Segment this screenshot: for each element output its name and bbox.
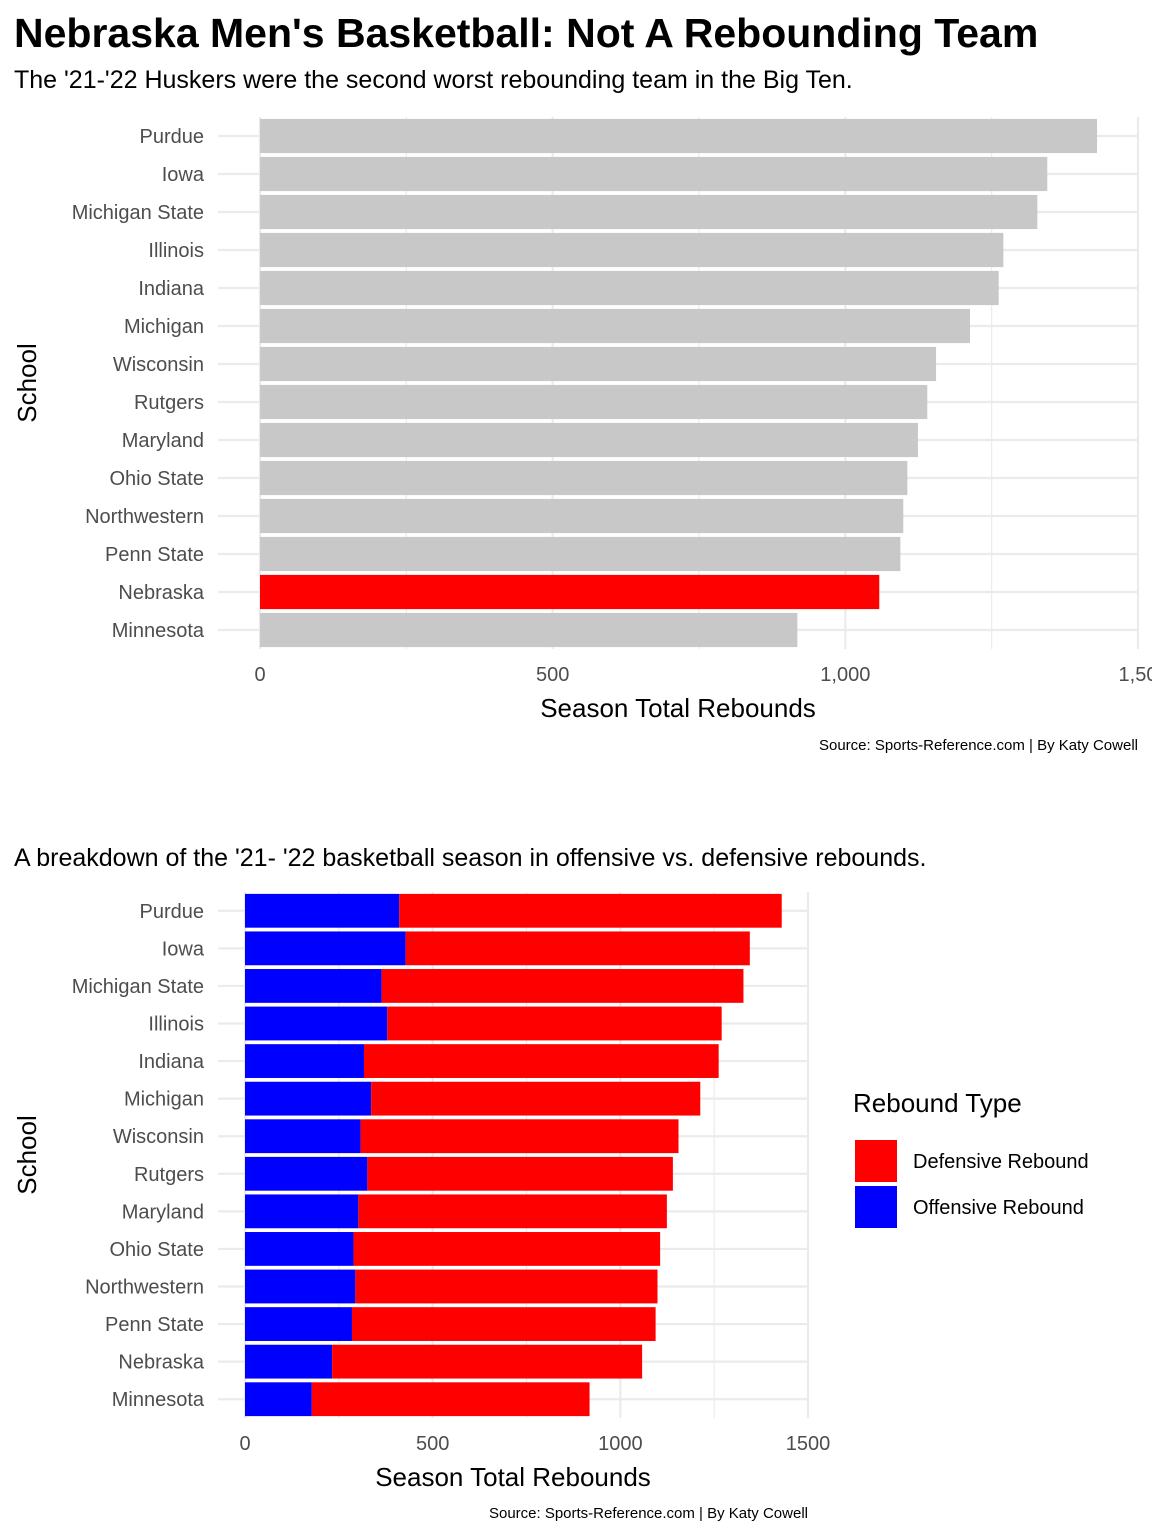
- bar-illinois-offensive-rebound: [245, 1006, 388, 1041]
- legend-label-offensive-rebound: Offensive Rebound: [913, 1197, 1084, 1219]
- y-tick-label-nebraska: Nebraska: [118, 582, 204, 604]
- y-tick-label-iowa: Iowa: [162, 164, 205, 186]
- bar-rutgers-defensive-rebound: [367, 1156, 673, 1191]
- y-tick-label-ohio-state: Ohio State: [109, 1239, 204, 1261]
- bar-nebraska-defensive-rebound: [332, 1344, 643, 1379]
- bar-illinois: [260, 232, 1004, 268]
- chart1-subtitle: The '21-'22 Huskers were the second wors…: [14, 66, 853, 94]
- y-tick-label-wisconsin: Wisconsin: [113, 354, 204, 376]
- bar-indiana-defensive-rebound: [363, 1044, 719, 1078]
- y-tick-label-maryland: Maryland: [122, 430, 204, 452]
- bar-minnesota: [260, 612, 798, 648]
- y-tick-label-illinois: Illinois: [148, 240, 204, 262]
- bar-michigan-state-defensive-rebound: [381, 969, 744, 1003]
- y-tick-label-indiana: Indiana: [138, 1051, 204, 1073]
- y-tick-label-wisconsin: Wisconsin: [113, 1126, 204, 1148]
- caption: Source: Sports-Reference.com | By Katy C…: [489, 1505, 808, 1522]
- y-tick-label-rutgers: Rutgers: [134, 1164, 204, 1186]
- bar-northwestern: [260, 498, 904, 534]
- y-tick-label-michigan: Michigan: [124, 1089, 204, 1111]
- bar-rutgers: [260, 384, 928, 420]
- y-axis-title: School: [12, 1115, 42, 1195]
- y-tick-label-northwestern: Northwestern: [85, 506, 204, 528]
- y-tick-label-michigan: Michigan: [124, 316, 204, 338]
- x-tick-label: 1000: [598, 1433, 643, 1455]
- bar-nebraska-offensive-rebound: [245, 1344, 333, 1379]
- bar-penn-state-offensive-rebound: [245, 1307, 352, 1341]
- bar-ohio-state-defensive-rebound: [353, 1232, 661, 1266]
- bar-illinois-defensive-rebound: [387, 1006, 722, 1041]
- legend-swatch-defensive-rebound: [855, 1140, 897, 1182]
- bar-minnesota-defensive-rebound: [311, 1382, 590, 1417]
- y-tick-label-nebraska: Nebraska: [118, 1352, 204, 1374]
- y-tick-label-michigan-state: Michigan State: [72, 202, 204, 224]
- y-tick-label-purdue: Purdue: [140, 901, 205, 923]
- bar-michigan-offensive-rebound: [245, 1081, 372, 1116]
- y-tick-label-rutgers: Rutgers: [134, 392, 204, 414]
- y-tick-label-minnesota: Minnesota: [112, 620, 205, 642]
- caption: Source: Sports-Reference.com | By Katy C…: [819, 737, 1138, 754]
- bar-nebraska: [260, 574, 880, 610]
- x-tick-label: 500: [416, 1433, 449, 1455]
- x-tick-label: 1,000: [820, 664, 870, 686]
- bar-penn-state-defensive-rebound: [351, 1307, 656, 1341]
- x-tick-label: 1,50: [1119, 664, 1152, 686]
- y-tick-label-iowa: Iowa: [162, 938, 205, 960]
- bar-maryland: [260, 422, 918, 458]
- y-tick-label-michigan-state: Michigan State: [72, 976, 204, 998]
- bar-michigan: [260, 308, 971, 344]
- x-tick-label: 1500: [786, 1433, 831, 1455]
- bar-wisconsin-defensive-rebound: [360, 1119, 679, 1154]
- chart-1-total-rebounds: Purdue Iowa Michigan State Illinois Indiana M…: [12, 117, 1152, 754]
- bar-rutgers-offensive-rebound: [245, 1156, 368, 1191]
- bar-indiana: [260, 270, 999, 306]
- bar-northwestern-offensive-rebound: [245, 1269, 356, 1304]
- y-tick-label-penn-state: Penn State: [105, 544, 204, 566]
- bar-michigan-state-offensive-rebound: [245, 969, 382, 1003]
- bar-wisconsin-offensive-rebound: [245, 1119, 361, 1154]
- legend-label-defensive-rebound: Defensive Rebound: [913, 1151, 1089, 1173]
- x-axis-title: Season Total Rebounds: [375, 1462, 651, 1492]
- bar-penn-state: [260, 536, 901, 572]
- chart-2-rebound-breakdown: Purdue Iowa Michigan State Illinois Indiana M…: [12, 892, 1089, 1522]
- legend-title: Rebound Type: [853, 1088, 1022, 1118]
- bar-ohio-state: [260, 460, 908, 496]
- y-tick-label-illinois: Illinois: [148, 1014, 204, 1036]
- bar-purdue: [260, 118, 1098, 154]
- y-tick-label-maryland: Maryland: [122, 1201, 204, 1223]
- y-tick-label-penn-state: Penn State: [105, 1314, 204, 1336]
- bar-iowa-defensive-rebound: [405, 931, 750, 966]
- bar-michigan-state: [260, 194, 1038, 230]
- y-axis-title: School: [12, 343, 42, 423]
- bar-iowa-offensive-rebound: [245, 931, 406, 966]
- bar-michigan-defensive-rebound: [371, 1081, 701, 1116]
- bar-northwestern-defensive-rebound: [355, 1269, 658, 1304]
- x-tick-label: 0: [239, 1433, 250, 1455]
- page-title: Nebraska Men's Basketball: Not A Rebound…: [14, 10, 1039, 56]
- x-axis-title: Season Total Rebounds: [540, 693, 816, 723]
- bar-purdue-defensive-rebound: [399, 893, 782, 928]
- legend-swatch-offensive-rebound: [855, 1186, 897, 1228]
- bar-wisconsin: [260, 346, 937, 382]
- bar-minnesota-offensive-rebound: [245, 1382, 312, 1417]
- y-tick-label-minnesota: Minnesota: [112, 1389, 205, 1411]
- y-tick-label-ohio-state: Ohio State: [109, 468, 204, 490]
- chart2-subtitle: A breakdown of the '21- '22 basketball s…: [14, 844, 927, 872]
- bar-iowa: [260, 156, 1048, 192]
- bar-maryland-defensive-rebound: [358, 1194, 667, 1229]
- bar-ohio-state-offensive-rebound: [245, 1232, 354, 1266]
- x-tick-label: 500: [536, 664, 569, 686]
- bar-maryland-offensive-rebound: [245, 1194, 359, 1229]
- y-tick-label-northwestern: Northwestern: [85, 1277, 204, 1299]
- bar-indiana-offensive-rebound: [245, 1044, 364, 1078]
- y-tick-label-purdue: Purdue: [140, 126, 205, 148]
- y-tick-label-indiana: Indiana: [138, 278, 204, 300]
- bar-purdue-offensive-rebound: [245, 893, 400, 928]
- x-tick-label: 0: [254, 664, 265, 686]
